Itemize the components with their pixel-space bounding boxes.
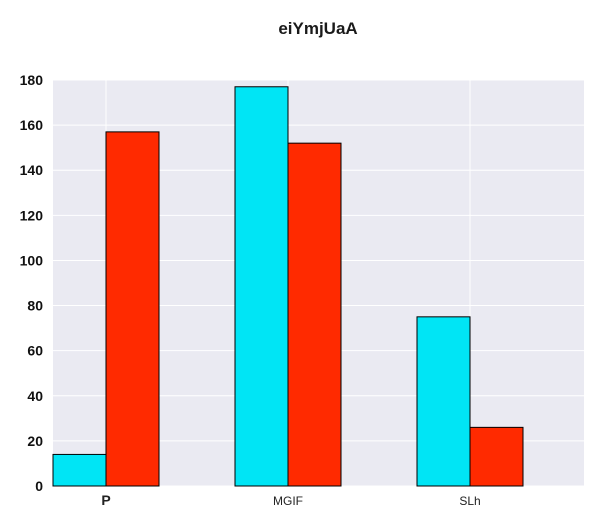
y-axis-ticks: 0 20 40 60 80 100 120 140 160 180 bbox=[20, 72, 44, 494]
y-tick-label: 160 bbox=[20, 117, 44, 133]
y-tick-label: 120 bbox=[20, 207, 44, 223]
bar-mgif-series-2 bbox=[287, 142, 342, 487]
bars bbox=[52, 86, 524, 487]
y-tick-label: 80 bbox=[27, 298, 43, 314]
y-tick-label: 180 bbox=[20, 72, 44, 88]
bar-p-series-1 bbox=[52, 453, 107, 487]
bar-slh-series-2 bbox=[469, 426, 524, 487]
y-tick-label: 60 bbox=[27, 343, 43, 359]
bar-mgif-series-1 bbox=[234, 86, 289, 487]
x-tick-label: SLh bbox=[459, 494, 480, 508]
y-tick-label: 40 bbox=[27, 388, 43, 404]
y-tick-label: 140 bbox=[20, 162, 44, 178]
y-tick-label: 20 bbox=[27, 433, 43, 449]
x-axis-ticks: P MGIF SLh bbox=[101, 492, 480, 508]
y-tick-label: 100 bbox=[20, 252, 44, 268]
x-tick-label: MGIF bbox=[273, 494, 303, 508]
x-tick-label: P bbox=[101, 492, 110, 508]
bar-p-series-2 bbox=[105, 131, 160, 487]
bar-slh-series-1 bbox=[416, 316, 471, 487]
y-tick-label: 0 bbox=[35, 478, 43, 494]
chart-title: eiYmjUaA bbox=[278, 19, 357, 38]
